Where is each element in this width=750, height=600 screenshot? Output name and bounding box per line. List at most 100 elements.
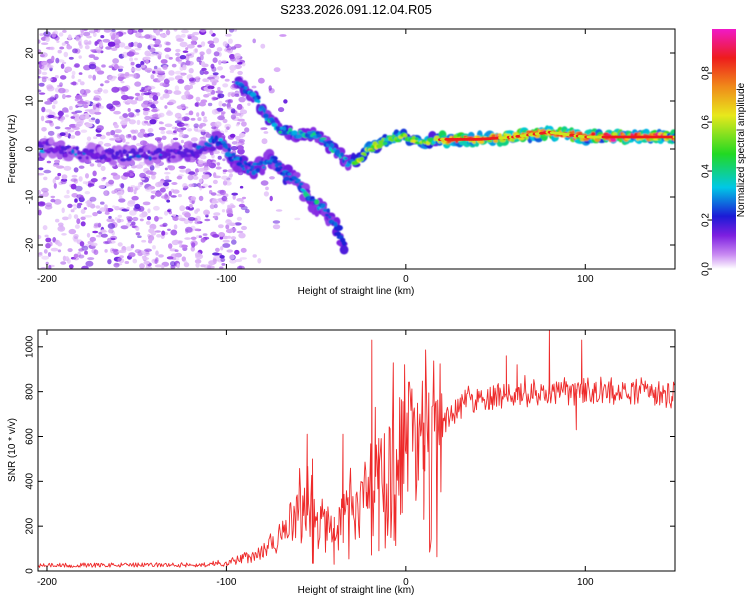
noise-speck (207, 102, 213, 107)
noise-speck (184, 237, 191, 240)
lower-ridge-core (322, 203, 326, 208)
noise-speck (216, 162, 221, 166)
noise-speck (129, 223, 134, 227)
noise-speck (265, 186, 269, 191)
lower-ridge-core (170, 155, 176, 159)
noise-speck (196, 208, 200, 212)
noise-speck (170, 138, 174, 145)
noise-speck (134, 92, 141, 97)
noise-speck (165, 130, 173, 135)
lower-ridge-halo (208, 146, 217, 152)
noise-speck (95, 103, 100, 108)
noise-speck (199, 29, 207, 33)
main-branch-core (257, 100, 261, 104)
noise-speck (200, 41, 206, 47)
lower-ridge-core (279, 166, 283, 169)
lower-ridge-core (71, 148, 75, 154)
noise-speck (62, 216, 69, 221)
noise-speck (157, 180, 165, 187)
noise-speck (178, 60, 183, 64)
noise-speck (79, 241, 85, 247)
noise-speck (177, 214, 183, 220)
noise-speck (222, 41, 228, 47)
lower-ridge-core (224, 145, 229, 150)
noise-speck (41, 127, 47, 132)
noise-speck (49, 46, 55, 51)
snr-x-tick-label: -200 (37, 577, 57, 588)
lower-ridge-core (204, 147, 211, 150)
noise-speck (209, 29, 214, 35)
noise-speck (72, 204, 77, 207)
noise-speck (67, 248, 73, 253)
noise-speck (133, 189, 137, 195)
noise-speck (222, 158, 226, 162)
noise-speck (143, 56, 151, 61)
noise-speck (162, 222, 168, 227)
main-branch-core (262, 113, 269, 119)
lower-ridge-core (341, 241, 347, 246)
noise-speck (247, 102, 251, 107)
noise-speck (54, 93, 59, 99)
noise-speck (63, 194, 70, 199)
noise-speck (187, 128, 193, 132)
noise-speck (84, 45, 90, 50)
noise-speck (279, 34, 287, 37)
noise-speck (272, 224, 281, 230)
noise-speck (120, 120, 128, 126)
noise-speck (112, 205, 116, 208)
noise-speck (120, 86, 129, 92)
noise-speck (164, 47, 172, 53)
noise-speck (71, 174, 78, 178)
noise-speck (73, 207, 77, 210)
spectrogram-y-tick-label: 20 (25, 47, 36, 59)
noise-speck (211, 81, 217, 86)
noise-speck (80, 221, 86, 227)
noise-speck (185, 47, 189, 51)
noise-speck (148, 52, 156, 57)
lower-ridge-core (266, 161, 273, 165)
noise-speck (144, 120, 149, 124)
noise-speck (155, 191, 162, 197)
noise-speck (64, 66, 73, 73)
noise-speck (188, 183, 195, 188)
noise-speck (108, 179, 115, 185)
noise-speck (201, 61, 206, 67)
noise-speck (177, 240, 183, 245)
noise-speck (198, 195, 204, 202)
noise-speck (74, 198, 78, 203)
noise-speck (202, 118, 208, 123)
noise-speck (194, 228, 200, 232)
noise-speck (162, 64, 168, 70)
noise-speck (92, 230, 99, 234)
lower-ridge-core (335, 231, 342, 237)
noise-speck (68, 228, 77, 235)
noise-speck (41, 65, 49, 71)
noise-speck (202, 167, 210, 171)
noise-speck (72, 113, 80, 117)
noise-speck (46, 84, 53, 90)
colorbar-tick-label: 0.4 (701, 164, 712, 178)
noise-speck (39, 202, 44, 205)
noise-speck (126, 51, 135, 57)
noise-speck (179, 55, 187, 60)
noise-speck (175, 48, 181, 53)
noise-speck (191, 41, 196, 44)
noise-speck (212, 234, 220, 238)
main-branch-core (295, 134, 302, 139)
noise-speck (227, 92, 231, 98)
main-branch-core (368, 149, 376, 152)
noise-speck (59, 46, 65, 50)
lower-ridge-core (75, 146, 79, 151)
noise-speck (92, 170, 97, 177)
noise-speck (177, 194, 182, 198)
noise-speck (149, 47, 156, 53)
noise-speck (85, 123, 93, 128)
noise-speck (201, 174, 210, 180)
noise-speck (44, 120, 53, 124)
snr-x-tick-label: 100 (577, 577, 594, 588)
noise-speck (218, 224, 224, 229)
noise-speck (210, 63, 215, 69)
main-branch-core (402, 133, 408, 138)
noise-speck (168, 190, 172, 197)
noise-speck (236, 216, 242, 221)
